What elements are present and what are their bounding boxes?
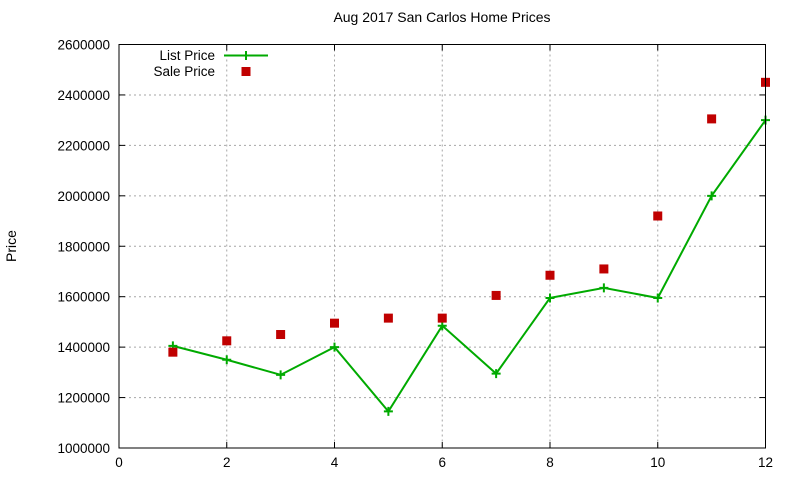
sale-price-marker bbox=[222, 336, 232, 346]
sale-price-marker bbox=[437, 313, 447, 323]
list-price-marker bbox=[276, 370, 286, 380]
list-price-marker bbox=[222, 355, 232, 365]
list-price-line bbox=[172, 119, 767, 414]
sale-price-marker bbox=[707, 114, 717, 124]
y-tick-label: 1200000 bbox=[57, 391, 110, 406]
legend: List Price Sale Price bbox=[153, 48, 268, 79]
x-tick-label: 8 bbox=[546, 455, 554, 470]
y-tick-label: 2000000 bbox=[57, 189, 110, 204]
x-tick-label: 12 bbox=[758, 455, 773, 470]
y-axis-title: Price bbox=[3, 230, 19, 262]
sale-price-marker bbox=[653, 211, 663, 221]
legend-label-sale-price: Sale Price bbox=[153, 64, 215, 79]
x-tick-label: 6 bbox=[438, 455, 446, 470]
list-price-marker bbox=[491, 369, 501, 379]
data-series bbox=[168, 77, 770, 416]
x-tick-label: 0 bbox=[115, 455, 123, 470]
sale-price-marker bbox=[276, 330, 286, 340]
sale-price-marker bbox=[599, 264, 609, 274]
chart-title: Aug 2017 San Carlos Home Prices bbox=[333, 9, 550, 25]
list-price-marker bbox=[653, 293, 663, 303]
y-tick-label: 2400000 bbox=[57, 88, 110, 103]
sale-price-marker bbox=[491, 290, 501, 300]
legend-sale-square-icon bbox=[241, 67, 251, 76]
y-tick-label: 1600000 bbox=[57, 290, 110, 305]
legend-sample-list-price-icon bbox=[224, 51, 268, 60]
legend-label-list-price: List Price bbox=[159, 48, 215, 63]
list-price-marker bbox=[330, 342, 339, 352]
list-price-marker bbox=[707, 191, 717, 201]
list-price-marker bbox=[383, 406, 393, 416]
sale-price-marker bbox=[383, 313, 393, 323]
list-price-marker bbox=[545, 293, 555, 303]
legend-sample-sale-price-icon bbox=[241, 67, 251, 76]
y-tick-label: 2600000 bbox=[57, 38, 110, 53]
list-price-marker bbox=[599, 283, 609, 293]
x-tick-label: 4 bbox=[331, 455, 339, 470]
sale-price-marker bbox=[545, 270, 555, 280]
gridlines bbox=[119, 44, 766, 448]
sale-price-marker bbox=[168, 347, 178, 357]
y-tick-label: 1000000 bbox=[57, 441, 110, 456]
y-tick-label: 1800000 bbox=[57, 239, 110, 254]
axes-and-ticks bbox=[118, 44, 766, 449]
x-tick-label: 10 bbox=[650, 455, 665, 470]
legend-list-plus-icon bbox=[241, 51, 251, 60]
list-price-marker bbox=[437, 321, 447, 331]
tick-labels: 0 2 4 6 8 10 12 1000000 1200000 1400000 1600000 180… bbox=[57, 38, 773, 471]
y-tick-label: 2200000 bbox=[57, 138, 110, 153]
x-tick-label: 2 bbox=[223, 455, 231, 470]
sale-price-marker bbox=[330, 318, 339, 328]
y-tick-label: 1400000 bbox=[57, 340, 110, 355]
